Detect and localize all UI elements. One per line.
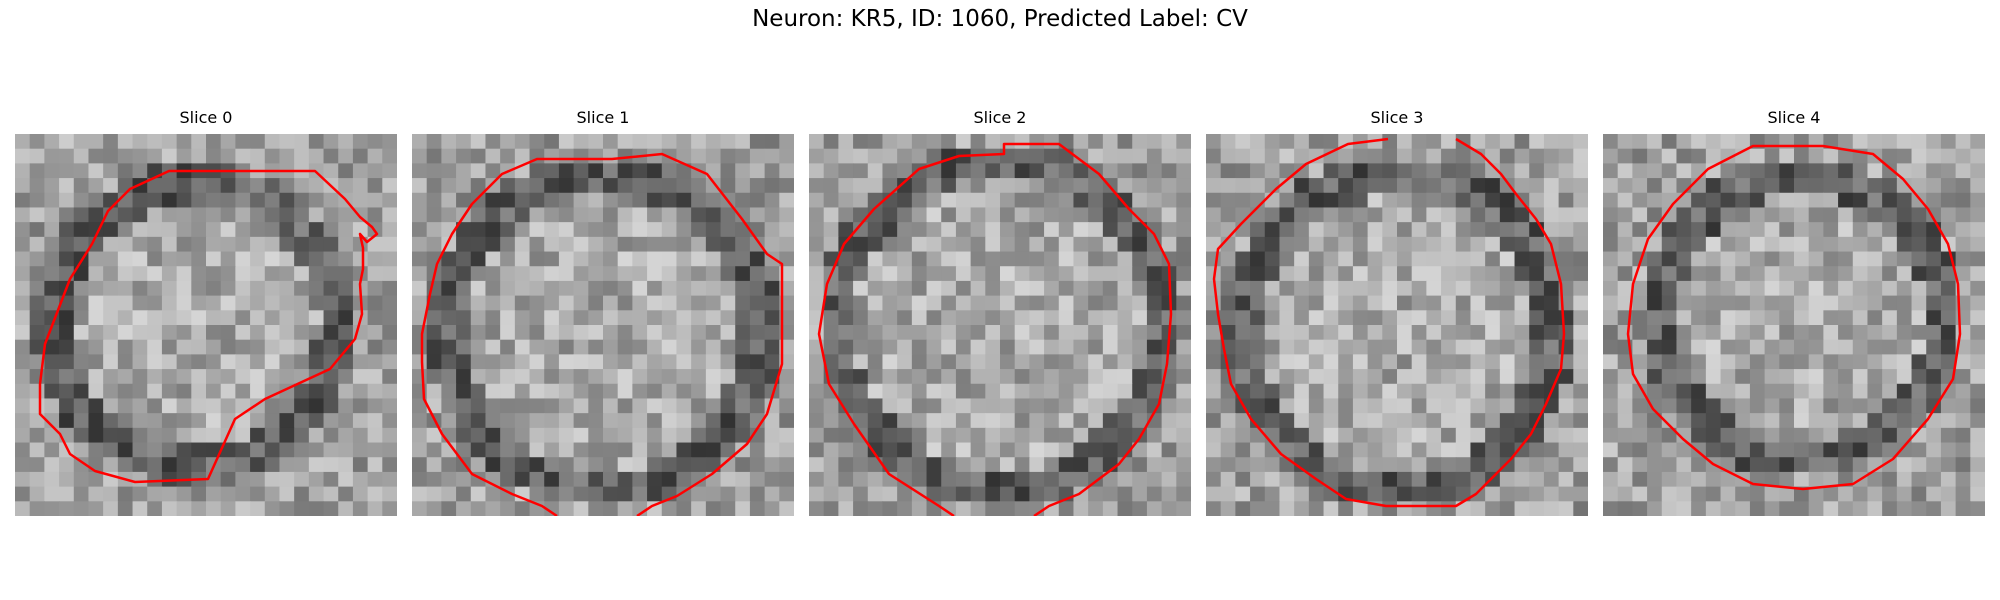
slice-1-image [412, 134, 794, 516]
slice-2-image [809, 134, 1191, 516]
slice-3-title: Slice 3 [1370, 108, 1424, 127]
slice-2-contour [817, 142, 1173, 516]
slice-0-contour [38, 169, 379, 484]
slice-0-title: Slice 0 [179, 108, 233, 127]
slice-4-image [1603, 134, 1985, 516]
slice-1-contour [420, 152, 784, 516]
slice-1-title: Slice 1 [576, 108, 630, 127]
slice-3-contour [1212, 137, 1566, 508]
slice-0-image [15, 134, 397, 516]
slice-3-image [1206, 134, 1588, 516]
slice-2-title: Slice 2 [973, 108, 1027, 127]
figure-title: Neuron: KR5, ID: 1060, Predicted Label: … [752, 6, 1248, 32]
slice-4-contour [1626, 144, 1962, 491]
slice-4-title: Slice 4 [1767, 108, 1821, 127]
